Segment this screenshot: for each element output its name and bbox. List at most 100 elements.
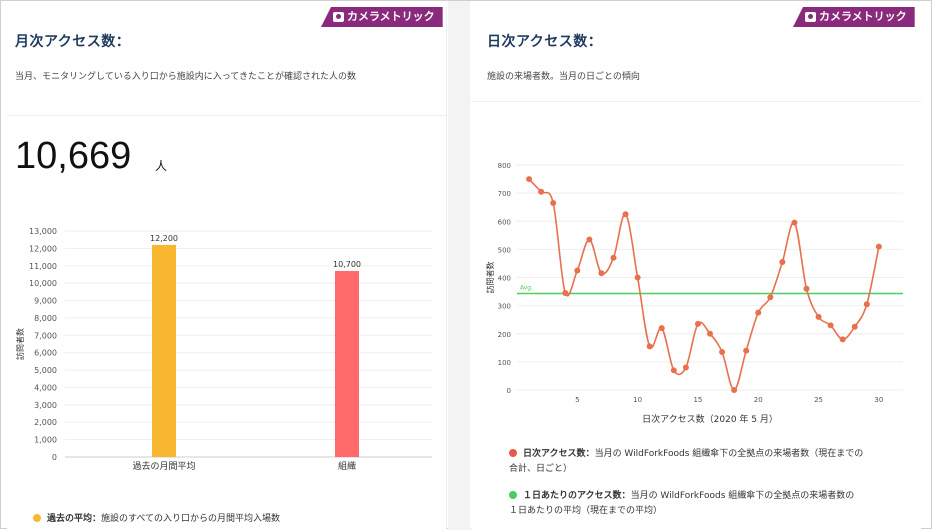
legend-name: １日あたりのアクセス数： xyxy=(523,491,631,501)
data-point xyxy=(622,211,629,218)
legend-desc: 当月の WildForkFoods 組織傘下の全拠点の来場者数の xyxy=(630,491,855,501)
bar xyxy=(152,244,176,457)
y-tick-label: 600 xyxy=(498,218,511,226)
data-point xyxy=(803,285,810,292)
x-axis-title: 日次アクセス数（2020 年 5 月） xyxy=(642,413,778,425)
y-tick-label: 2,000 xyxy=(34,418,57,427)
legend-dot-daily xyxy=(509,449,517,457)
camera-metric-badge: カメラメトリック xyxy=(321,7,443,27)
data-point xyxy=(538,188,545,195)
y-tick-label: 0 xyxy=(507,387,511,395)
y-tick-label: 800 xyxy=(498,162,511,170)
legend-past-average: 過去の平均：施設のすべての入り口からの月間平均入場数 xyxy=(33,512,280,527)
monthly-total-value: 10,669 xyxy=(15,135,132,177)
y-tick-label: 200 xyxy=(498,331,511,339)
data-point xyxy=(562,289,569,296)
y-tick-label: 300 xyxy=(498,303,511,311)
data-point xyxy=(526,176,533,183)
daily-series-line xyxy=(528,178,880,391)
data-point xyxy=(598,270,605,277)
badge-label: カメラメトリック xyxy=(347,10,435,23)
y-tick-label: 13,000 xyxy=(29,227,57,236)
camera-icon xyxy=(805,12,816,22)
y-axis-title: 訪問者数 xyxy=(485,262,495,294)
y-tick-label: 3,000 xyxy=(34,401,57,410)
data-point xyxy=(779,259,786,266)
data-point xyxy=(731,387,738,393)
monthly-bar-chart: 0 1,000 2,000 3,000 4,000 5,000 6,000 7,000 8,00… xyxy=(15,227,432,472)
monthly-total-unit: 人 xyxy=(155,159,168,173)
legend-daily-average: １日あたりのアクセス数：当月の WildForkFoods 組織傘下の全拠点の来… xyxy=(509,489,854,519)
panel-gap xyxy=(448,1,470,530)
x-tick-label: 10 xyxy=(633,396,642,404)
legend-desc-cont: １日あたりの平均（現在までの平均） xyxy=(509,506,663,516)
x-tick-label: 25 xyxy=(814,396,823,404)
data-point xyxy=(755,309,762,316)
x-tick-label: 過去の月間平均 xyxy=(132,460,195,472)
data-point xyxy=(743,347,750,354)
data-point xyxy=(767,294,774,301)
data-point xyxy=(586,236,593,243)
data-point xyxy=(827,322,834,329)
data-point xyxy=(574,267,581,274)
legend-desc: 施設のすべての入り口からの月間平均入場数 xyxy=(101,514,281,524)
panel-subtitle: 施設の来場者数。当月の日ごとの傾向 xyxy=(487,72,640,82)
y-tick-label: 1,000 xyxy=(34,436,57,445)
data-point xyxy=(610,254,617,261)
data-point xyxy=(863,301,870,308)
y-tick-label: 10,000 xyxy=(29,279,57,288)
panel-title: 月次アクセス数： xyxy=(15,34,131,50)
data-point xyxy=(682,364,689,371)
y-tick-label: 4,000 xyxy=(34,383,57,392)
data-point xyxy=(719,349,726,356)
y-axis-title: 訪問者数 xyxy=(15,328,25,360)
x-tick-label: 5 xyxy=(575,396,579,404)
y-tick-label: 100 xyxy=(498,359,511,367)
camera-icon xyxy=(333,12,344,22)
average-line-label: Avg. xyxy=(520,285,533,292)
data-point xyxy=(875,243,882,250)
data-point xyxy=(851,323,858,330)
legend-dot-past-average xyxy=(33,514,41,522)
badge-label: カメラメトリック xyxy=(819,10,907,23)
legend-dot-average xyxy=(509,491,517,499)
legend-desc-cont: 合計、日ごと） xyxy=(509,464,573,474)
y-tick-label: 500 xyxy=(498,246,511,254)
panel-title: 日次アクセス数： xyxy=(487,34,603,50)
panel-subtitle: 当月、モニタリングしている入り口から施設内に入ってきたことが確認された人の数 xyxy=(15,72,357,82)
x-tick-label: 15 xyxy=(693,396,702,404)
data-point xyxy=(791,219,798,226)
y-tick-label: 12,000 xyxy=(29,244,57,253)
legend-name: 過去の平均： xyxy=(47,514,102,524)
data-point xyxy=(815,313,822,320)
data-point xyxy=(707,330,713,337)
monthly-access-panel: カメラメトリック 月次アクセス数： 当月、モニタリングしている入り口から施設内に… xyxy=(7,7,447,529)
separator xyxy=(471,101,921,102)
bar-value-label: 10,700 xyxy=(333,260,361,269)
y-tick-label: 8,000 xyxy=(34,314,57,323)
camera-metric-badge: カメラメトリック xyxy=(793,7,915,27)
data-point xyxy=(634,274,641,281)
y-tick-label: 700 xyxy=(498,190,511,198)
x-tick-label: 20 xyxy=(754,396,763,404)
data-point xyxy=(550,199,557,206)
x-tick-label: 30 xyxy=(874,396,883,404)
data-point xyxy=(839,336,846,343)
bar-value-label: 12,200 xyxy=(150,234,178,243)
daily-access-panel: カメラメトリック 日次アクセス数： 施設の来場者数。当月の日ごとの傾向 0 100… xyxy=(471,7,921,529)
bar xyxy=(335,270,359,457)
x-tick-label: 組織 xyxy=(338,460,356,472)
y-tick-label: 7,000 xyxy=(34,331,57,340)
legend-name: 日次アクセス数： xyxy=(523,449,595,459)
y-tick-label: 0 xyxy=(52,453,57,462)
data-point xyxy=(646,343,653,350)
data-point xyxy=(658,325,665,332)
data-point xyxy=(670,367,677,374)
y-tick-label: 9,000 xyxy=(34,297,57,306)
y-tick-label: 6,000 xyxy=(34,349,57,358)
daily-line-chart: 0 100 200 300 400 500 600 700 800 5 10 15 20 25 30 日次アク… xyxy=(485,162,903,425)
legend-daily-access: 日次アクセス数：当月の WildForkFoods 組織傘下の全拠点の来場者数（… xyxy=(509,447,863,477)
data-point xyxy=(694,320,701,327)
y-tick-label: 11,000 xyxy=(29,262,57,271)
